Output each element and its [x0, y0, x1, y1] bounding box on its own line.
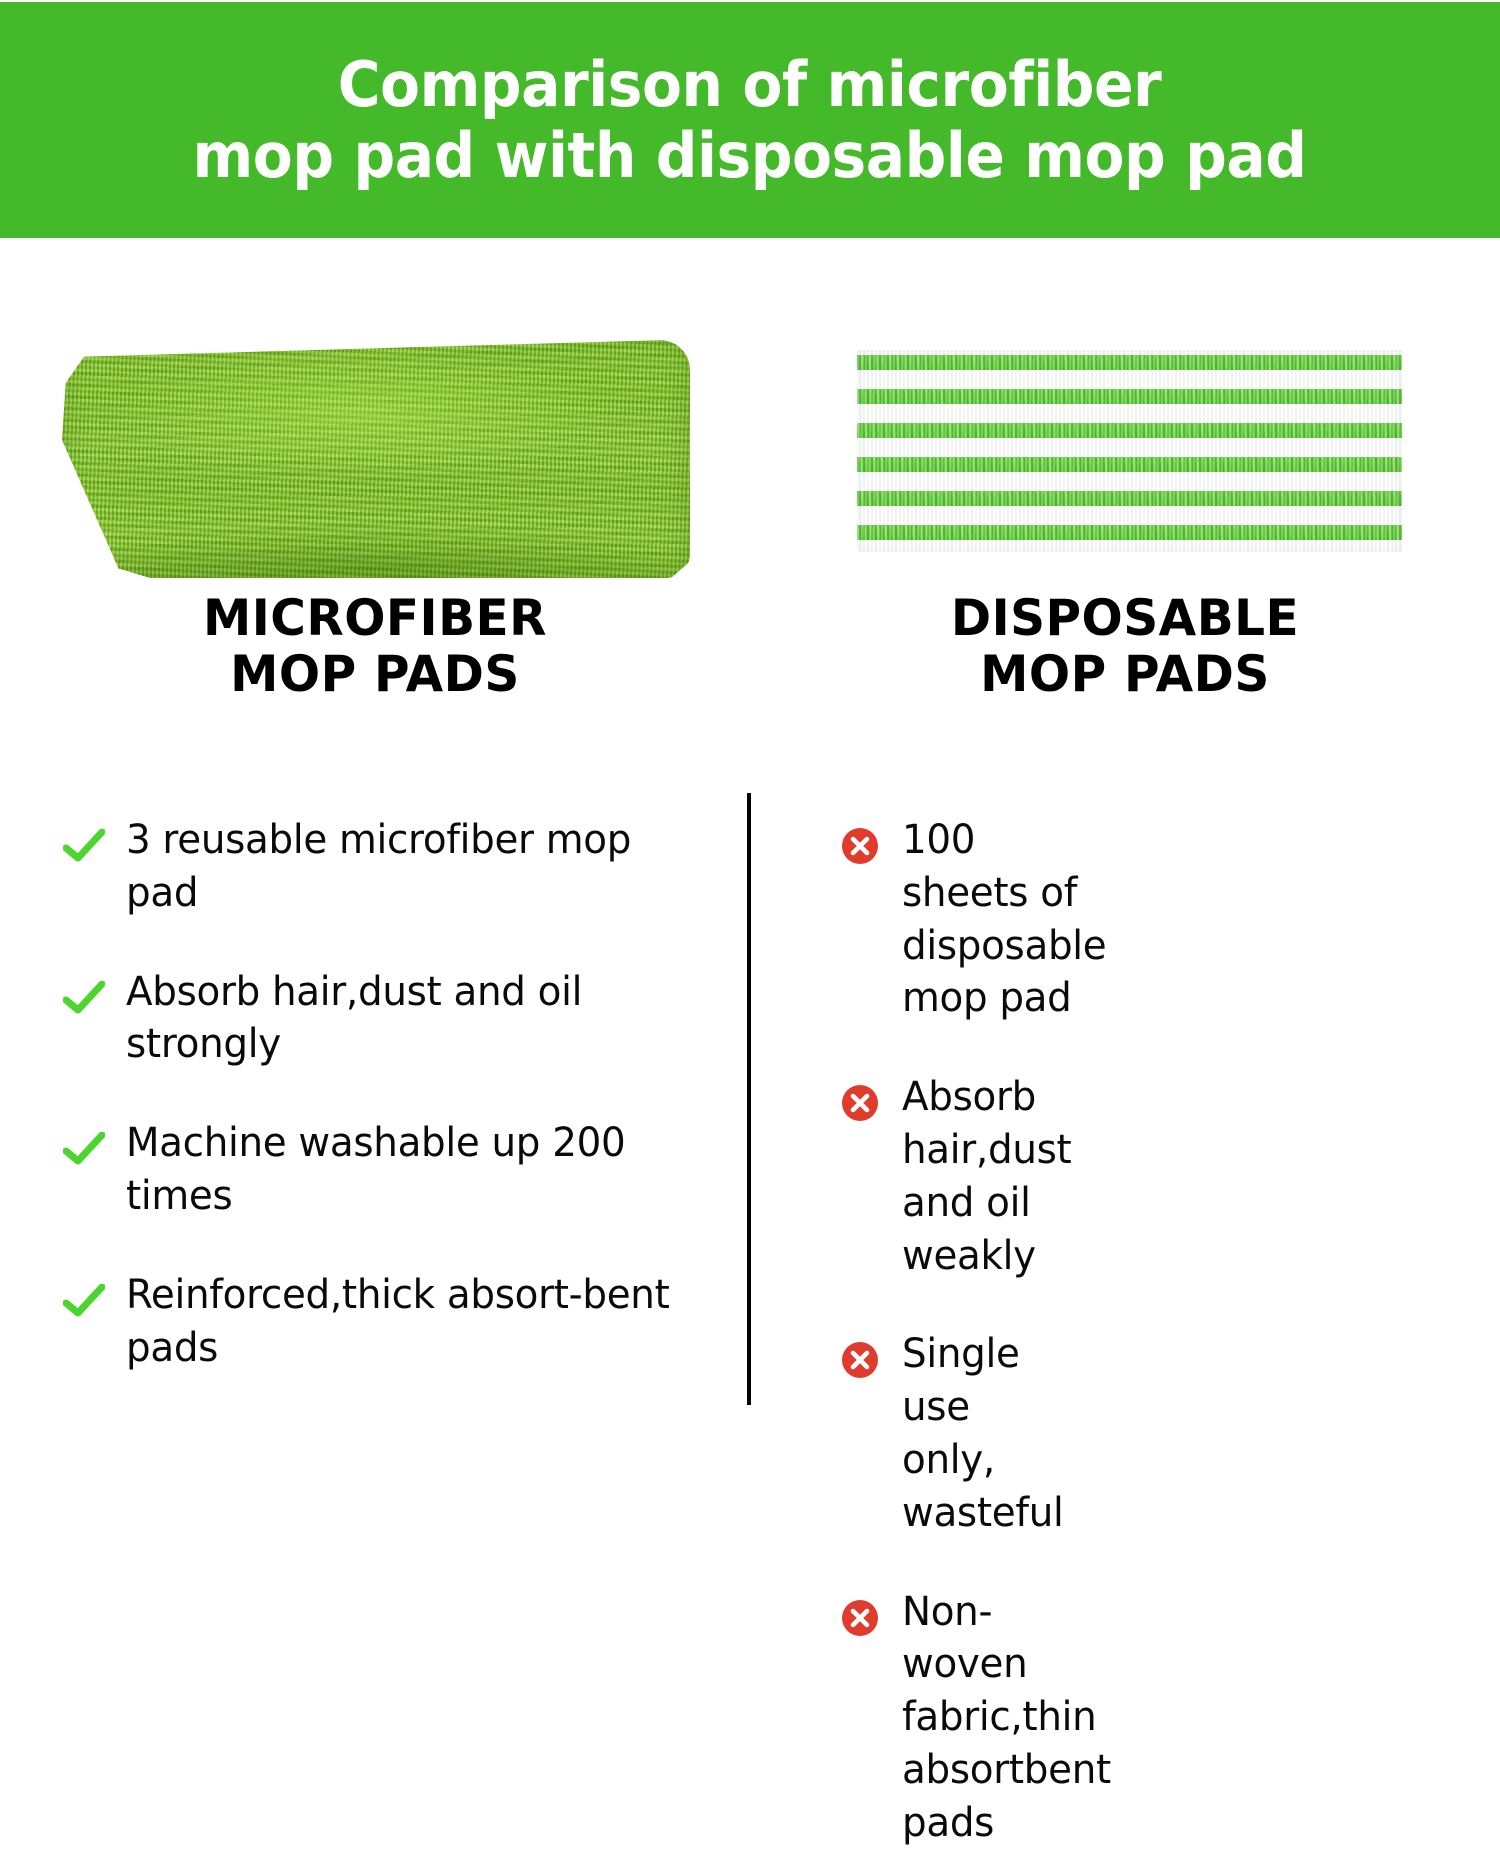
- product-heading-disposable: DISPOSABLE MOP PADS: [950, 589, 1300, 703]
- feature-text: 3 reusable microfiber mop pad: [126, 817, 632, 916]
- cross-circle-icon: [838, 1595, 882, 1641]
- feature-text: Absorb hair,dust and oil strongly: [126, 968, 583, 1068]
- feature-text: Absorb hair,dust and oil weakly: [902, 1074, 1072, 1279]
- feature-text: Single use only, wasteful: [902, 1331, 1064, 1536]
- check-icon: [62, 823, 106, 869]
- cross-circle-icon: [838, 1080, 882, 1126]
- list-item: Reinforced,thick absort-bent pads: [62, 1269, 710, 1375]
- feature-text: Non-woven fabric,thin absortbent pads: [902, 1588, 1111, 1846]
- microfiber-mop-pad-image: [62, 340, 690, 578]
- feature-text: 100 sheets of disposable mop pad: [902, 817, 1107, 1022]
- feature-text: Machine washable up 200 times: [126, 1120, 626, 1219]
- feature-list-microfiber: 3 reusable microfiber mop pad Absorb hai…: [0, 800, 750, 1419]
- check-icon: [62, 1278, 106, 1324]
- feature-lists: 3 reusable microfiber mop pad Absorb hai…: [0, 800, 1500, 1846]
- cross-circle-icon: [838, 823, 882, 869]
- header-banner: Comparison of microfiber mop pad with di…: [0, 2, 1500, 238]
- feature-text: Reinforced,thick absort-bent pads: [126, 1271, 670, 1371]
- disposable-mop-pad-image: [857, 350, 1402, 552]
- list-item: 3 reusable microfiber mop pad: [62, 814, 710, 920]
- check-icon: [62, 1126, 106, 1172]
- list-item: Machine washable up 200 times: [62, 1117, 710, 1223]
- product-heading-microfiber: MICROFIBER MOP PADS: [203, 589, 547, 703]
- column-divider: [747, 793, 751, 1405]
- product-column-microfiber: MICROFIBER MOP PADS: [0, 238, 750, 768]
- product-comparison-row: MICROFIBER MOP PADS DISPOSABLE MOP PADS: [0, 238, 1500, 768]
- list-item: Absorb hair,dust and oil strongly: [62, 966, 710, 1072]
- page-title: Comparison of microfiber mop pad with di…: [193, 47, 1307, 192]
- product-column-disposable: DISPOSABLE MOP PADS: [750, 238, 1500, 768]
- check-icon: [62, 975, 106, 1021]
- cross-circle-icon: [838, 1337, 882, 1383]
